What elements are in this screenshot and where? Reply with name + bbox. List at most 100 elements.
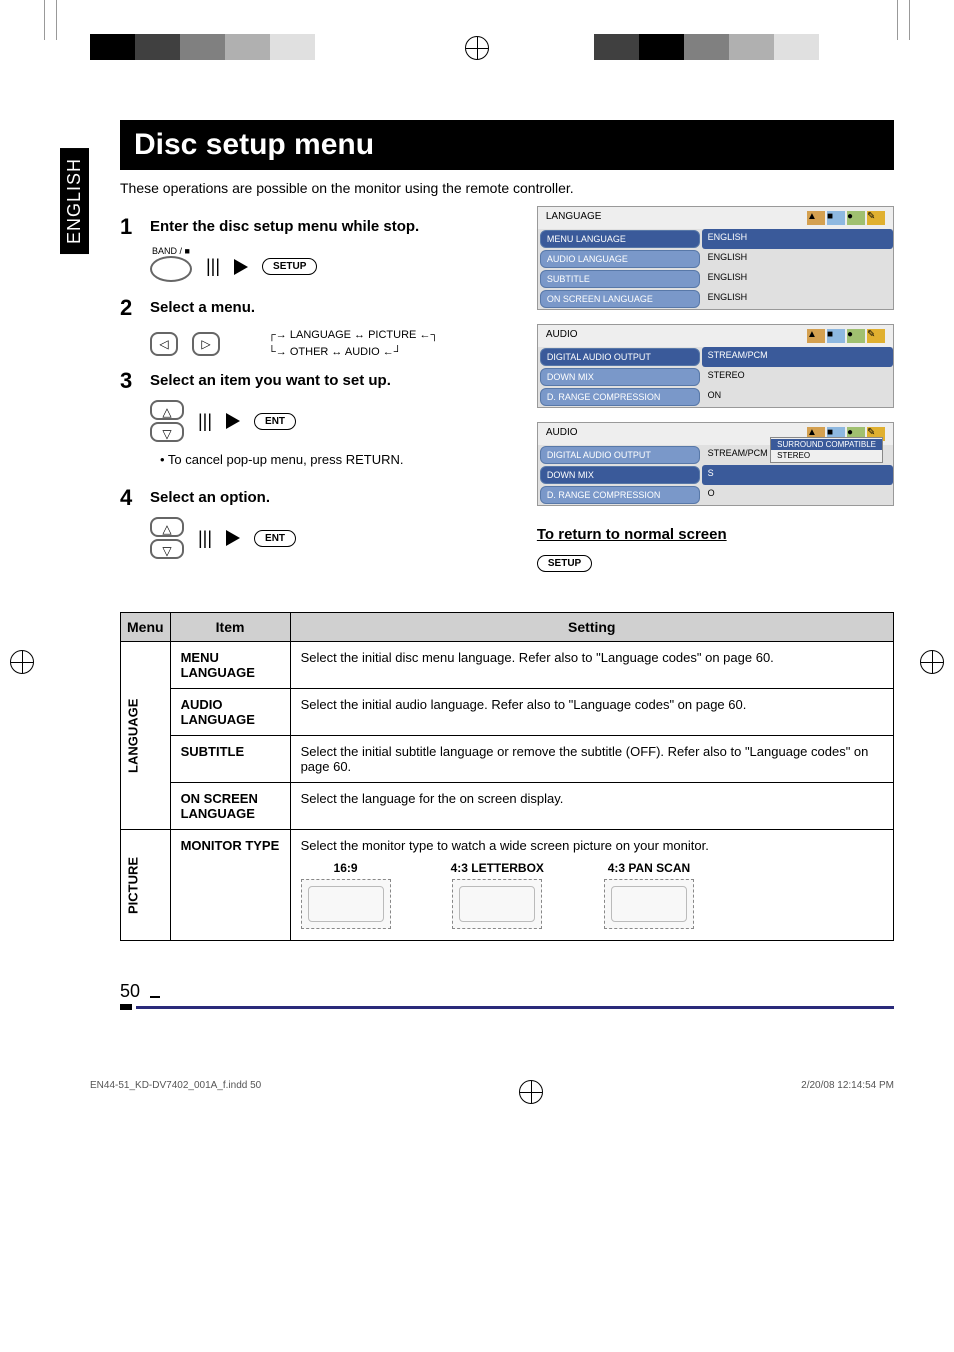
settings-table: Menu Item Setting LANGUAGEMENU LANGUAGES… (120, 612, 894, 941)
osd-icons: ▲■●✎ (805, 329, 885, 343)
menu-cell: LANGUAGE (121, 642, 171, 830)
aspect-row: 16:9 4:3 LETTERBOX 4:3 PAN SCAN (301, 861, 883, 932)
osd-popup-item: SURROUND COMPATIBLE (771, 439, 882, 450)
osd-panel-audio: AUDIO▲■●✎DIGITAL AUDIO OUTPUTSTREAM/PCMD… (537, 324, 894, 408)
setting-cell: Select the initial audio language. Refer… (290, 689, 893, 736)
registration-mark-icon (519, 1080, 543, 1104)
arrow-icon (226, 413, 240, 429)
osd-row: D. RANGE COMPRESSIONO (538, 485, 893, 505)
osd-row: D. RANGE COMPRESSIONON (538, 387, 893, 407)
osd-row: MENU LANGUAGEENGLISH (538, 229, 893, 249)
osd-popup-item: STEREO (771, 450, 882, 461)
item-cell: MONITOR TYPE (170, 830, 290, 941)
footer-filename: EN44-51_KD-DV7402_001A_f.indd 50 (90, 1080, 261, 1104)
osd-panel-language: LANGUAGE ▲■●✎ MENU LANGUAGEENGLISHAUDIO LA… (537, 206, 894, 310)
osd-label: D. RANGE COMPRESSION (540, 388, 700, 406)
aspect-option: 16:9 (301, 861, 391, 932)
table-row: AUDIO LANGUAGESelect the initial audio l… (121, 689, 894, 736)
osd-label: ON SCREEN LANGUAGE (540, 290, 700, 308)
item-cell: MENU LANGUAGE (170, 642, 290, 689)
lines-icon: ||| (206, 256, 220, 277)
down-button-icon: ▽ (150, 422, 184, 442)
step-number: 1 (120, 214, 140, 240)
language-tab: ENGLISH (60, 148, 89, 254)
osd-label: DIGITAL AUDIO OUTPUT (540, 446, 700, 464)
item-cell: ON SCREEN LANGUAGE (170, 783, 290, 830)
setup-button: SETUP (262, 258, 317, 275)
osd-panel-audio-popup: AUDIO▲■●✎DIGITAL AUDIO OUTPUTSTREAM/PCMD… (537, 422, 894, 506)
page-content: ENGLISH Disc setup menu These operations… (0, 70, 954, 1050)
osd-value: STREAM/PCM (702, 347, 893, 367)
up-button-icon: △ (150, 400, 184, 420)
step-title: Select an option. (150, 489, 270, 506)
steps-column: 1 Enter the disc setup menu while stop. … (120, 206, 507, 572)
table-header: Item (170, 613, 290, 642)
page-number: 50 (120, 981, 894, 1010)
table-header: Setting (290, 613, 893, 642)
table-row: SUBTITLESelect the initial subtitle lang… (121, 736, 894, 783)
step-number: 2 (120, 295, 140, 321)
osd-value: ON (702, 387, 893, 407)
lines-icon: ||| (198, 528, 212, 549)
osd-value: S (702, 465, 893, 485)
osd-label: DOWN MIX (540, 466, 700, 484)
setting-cell: Select the monitor type to watch a wide … (290, 830, 893, 941)
aspect-option: 4:3 LETTERBOX (451, 861, 544, 932)
osd-label: AUDIO LANGUAGE (540, 250, 700, 268)
return-heading: To return to normal screen (537, 526, 894, 543)
printer-marks-top (0, 0, 954, 70)
page-footer: EN44-51_KD-DV7402_001A_f.indd 50 2/20/08… (0, 1050, 954, 1124)
ent-button: ENT (254, 413, 296, 430)
osd-label: SUBTITLE (540, 270, 700, 288)
osd-value: ENGLISH (702, 229, 893, 249)
setup-button: SETUP (537, 555, 592, 572)
table-header: Menu (121, 613, 171, 642)
left-button-icon: ◁ (150, 332, 178, 356)
osd-row: DOWN MIXS (538, 465, 893, 485)
up-button-icon: △ (150, 517, 184, 537)
color-bar-right (594, 34, 864, 60)
menu-cycle-diagram: ┌→ LANGUAGE ↔ PICTURE ←┐ └→ OTHER ↔ AUDI… (268, 327, 438, 360)
band-caption: BAND / ■ (150, 246, 192, 256)
aspect-diagram-icon (452, 879, 542, 929)
osd-value: STEREO (702, 367, 893, 387)
table-row: ON SCREEN LANGUAGESelect the language fo… (121, 783, 894, 830)
footer-timestamp: 2/20/08 12:14:54 PM (801, 1080, 894, 1104)
osd-row: DOWN MIXSTEREO (538, 367, 893, 387)
lines-icon: ||| (198, 411, 212, 432)
item-cell: AUDIO LANGUAGE (170, 689, 290, 736)
step-note: • To cancel pop-up menu, press RETURN. (160, 452, 507, 467)
step-title: Enter the disc setup menu while stop. (150, 218, 419, 235)
page-title: Disc setup menu (120, 120, 894, 170)
intro-text: These operations are possible on the mon… (120, 180, 894, 196)
aspect-diagram-icon (604, 879, 694, 929)
aspect-diagram-icon (301, 879, 391, 929)
osd-value: ENGLISH (702, 249, 893, 269)
table-row: PICTUREMONITOR TYPESelect the monitor ty… (121, 830, 894, 941)
osd-header-label: LANGUAGE (546, 211, 602, 225)
step-number: 3 (120, 368, 140, 394)
step-number: 4 (120, 485, 140, 511)
down-button-icon: ▽ (150, 539, 184, 559)
setting-cell: Select the initial subtitle language or … (290, 736, 893, 783)
step-title: Select a menu. (150, 299, 255, 316)
osd-label: DIGITAL AUDIO OUTPUT (540, 348, 700, 366)
arrow-icon (226, 530, 240, 546)
osd-row: ON SCREEN LANGUAGEENGLISH (538, 289, 893, 309)
osd-row: DIGITAL AUDIO OUTPUTSTREAM/PCM (538, 347, 893, 367)
menu-cell: PICTURE (121, 830, 171, 941)
arrow-icon (234, 259, 248, 275)
osd-row: SUBTITLEENGLISH (538, 269, 893, 289)
osd-header-label: AUDIO (546, 427, 578, 441)
osd-label: D. RANGE COMPRESSION (540, 486, 700, 504)
band-button-icon (150, 256, 192, 282)
osd-value: ENGLISH (702, 289, 893, 309)
step-title: Select an item you want to set up. (150, 372, 391, 389)
osd-value: O (702, 485, 893, 505)
setting-cell: Select the initial disc menu language. R… (290, 642, 893, 689)
osd-icons: ▲■●✎ (805, 211, 885, 225)
aspect-option: 4:3 PAN SCAN (604, 861, 694, 932)
color-bar-left (90, 34, 360, 60)
table-row: LANGUAGEMENU LANGUAGESelect the initial … (121, 642, 894, 689)
osd-column: LANGUAGE ▲■●✎ MENU LANGUAGEENGLISHAUDIO LA… (537, 206, 894, 572)
